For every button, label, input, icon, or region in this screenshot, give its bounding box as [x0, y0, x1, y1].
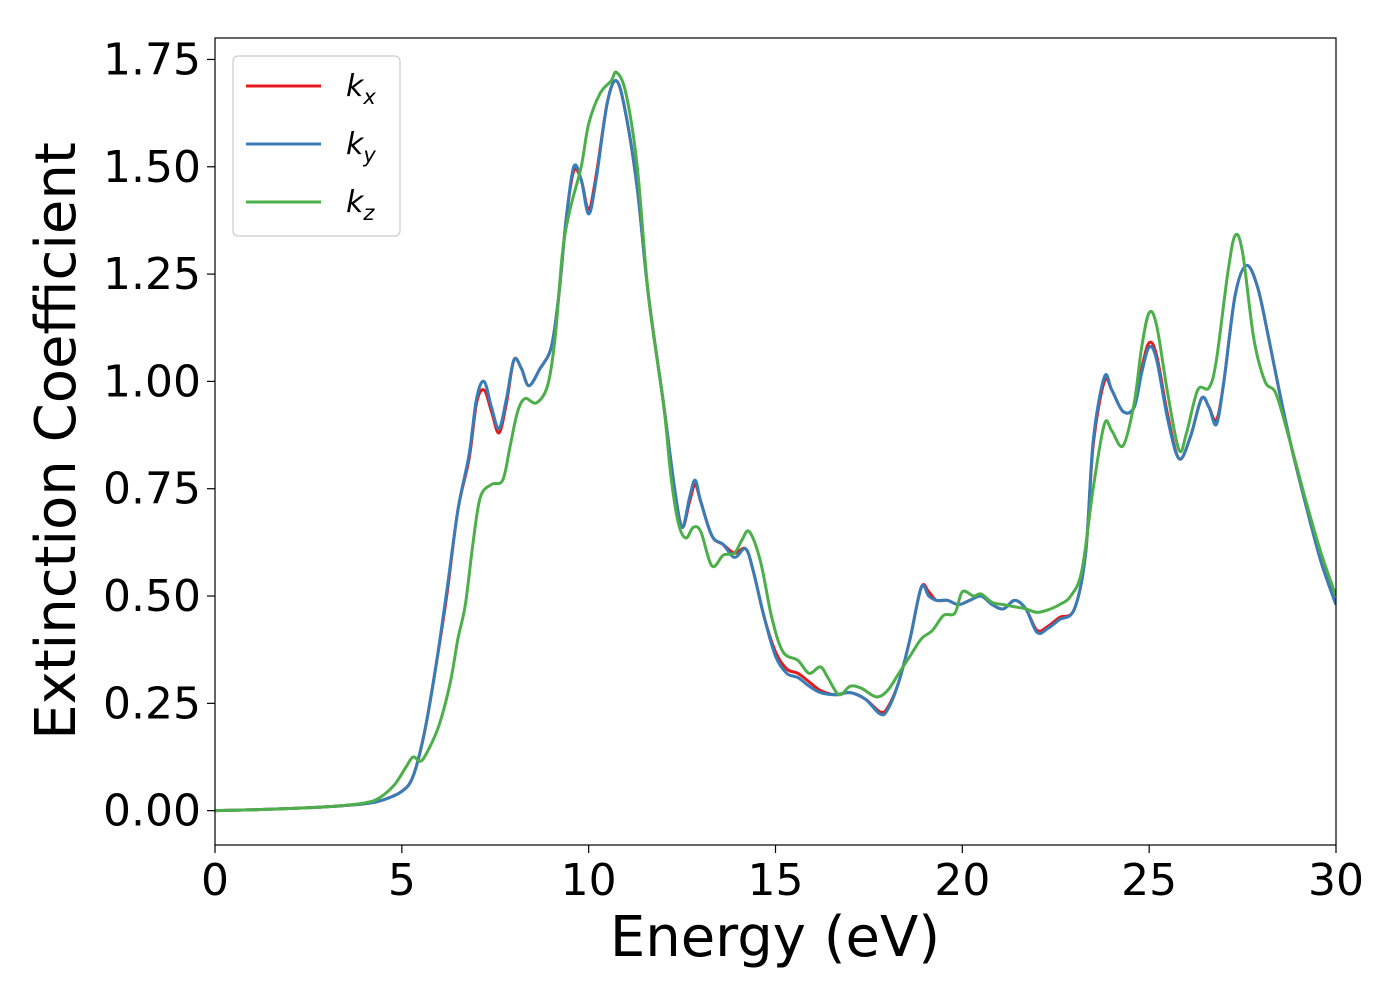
legend-box — [232, 55, 401, 237]
y-tick-label: 1.50 — [103, 142, 201, 193]
y-tick-label: 0.25 — [103, 678, 201, 729]
x-tick-label: 0 — [201, 855, 229, 906]
x-tick-label: 25 — [1121, 855, 1177, 906]
x-tick-label: 30 — [1308, 855, 1364, 906]
x-axis-ticks: 0 5 10 15 20 25 30 — [201, 845, 1364, 906]
y-tick-label: 0.50 — [103, 571, 201, 622]
y-tick-label: 1.00 — [103, 356, 201, 407]
series-line-kx — [215, 79, 1336, 813]
y-tick-label: 0.75 — [103, 464, 201, 515]
x-tick-label: 10 — [561, 855, 617, 906]
x-tick-label: 15 — [748, 855, 804, 906]
x-axis-label: Energy (eV) — [610, 905, 940, 970]
series-line-ky — [215, 79, 1336, 813]
y-tick-label: 0.00 — [103, 786, 201, 837]
series-group — [215, 70, 1336, 813]
y-axis-ticks: 0.00 0.25 0.50 0.75 1.00 1.25 1.50 1.75 — [103, 34, 215, 837]
y-tick-label: 1.75 — [103, 34, 201, 85]
y-axis-label: Extinction Coefficient — [24, 142, 89, 740]
x-tick-label: 5 — [388, 855, 416, 906]
series-line-kz — [215, 70, 1336, 813]
y-tick-label: 1.25 — [103, 249, 201, 300]
x-tick-label: 20 — [934, 855, 990, 906]
